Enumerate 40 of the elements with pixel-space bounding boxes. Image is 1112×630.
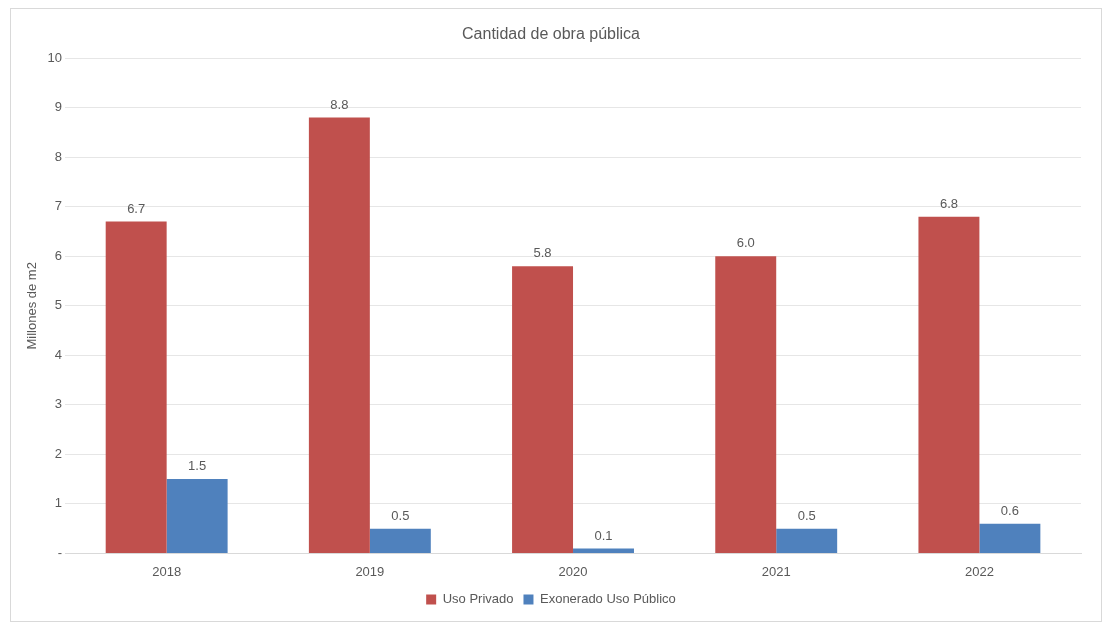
y-tick-label: 6 — [54, 247, 63, 263]
data-label: 1.5 — [188, 458, 207, 474]
legend-label: Exonerado Uso Público — [539, 591, 676, 607]
bar — [369, 528, 431, 553]
data-label: 6.7 — [127, 200, 146, 216]
x-tick-label: 2018 — [152, 563, 182, 579]
y-tick-label: - — [57, 544, 63, 560]
y-tick-label: 5 — [54, 297, 63, 313]
y-tick-label: 9 — [54, 99, 63, 115]
y-tick-label: 3 — [54, 396, 63, 412]
x-tick-label: 2020 — [558, 563, 588, 579]
x-tick-label: 2022 — [964, 563, 994, 579]
data-label: 5.8 — [533, 245, 552, 261]
data-label: 0.5 — [797, 507, 816, 523]
data-label: 6.0 — [736, 235, 755, 251]
y-axis-title: Millones de m2 — [24, 262, 40, 350]
data-label: 6.8 — [939, 195, 958, 211]
data-label: 8.8 — [330, 96, 349, 112]
x-tick-label: 2019 — [355, 563, 385, 579]
chart-title: Cantidad de obra pública — [462, 25, 641, 43]
y-tick-label: 1 — [54, 495, 63, 511]
y-tick-label: 8 — [54, 148, 63, 164]
y-tick-label: 4 — [54, 346, 63, 362]
bar — [512, 266, 574, 553]
bar — [979, 523, 1041, 553]
bar — [166, 479, 228, 553]
bar — [918, 216, 980, 553]
bar — [308, 117, 370, 553]
bar — [776, 528, 838, 553]
bar — [573, 548, 634, 553]
data-label: 0.6 — [1000, 502, 1019, 518]
data-label: 0.5 — [391, 507, 410, 523]
y-tick-label: 10 — [47, 49, 63, 65]
bar — [105, 221, 167, 553]
y-tick-label: 7 — [54, 198, 63, 214]
x-tick-label: 2021 — [761, 563, 791, 579]
y-tick-label: 2 — [54, 445, 63, 461]
data-label: 0.1 — [594, 527, 613, 543]
bar — [715, 256, 777, 553]
legend-label: Uso Privado — [442, 591, 514, 607]
